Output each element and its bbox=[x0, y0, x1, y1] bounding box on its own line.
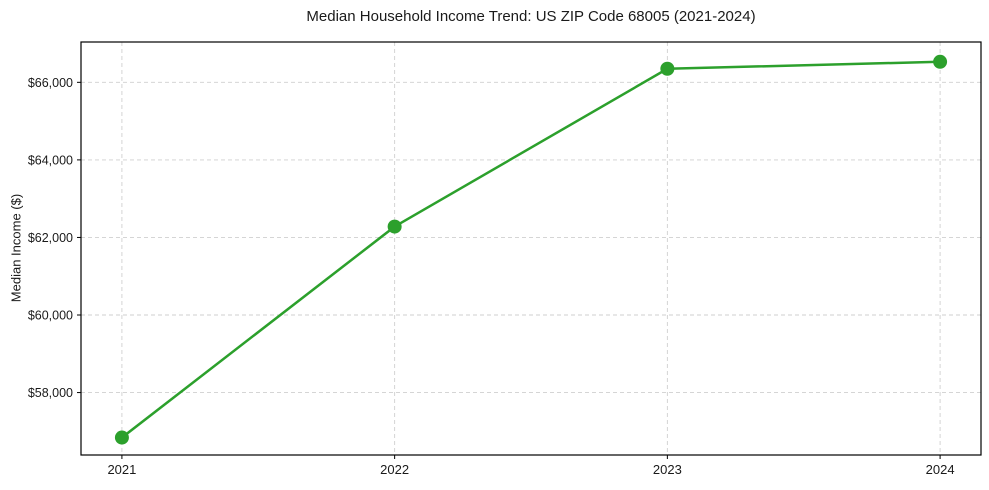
data-point-2022 bbox=[387, 219, 402, 234]
y-tick-label: $60,000 bbox=[28, 309, 73, 323]
x-tick-label: 2024 bbox=[926, 462, 955, 477]
trend-line bbox=[120, 60, 942, 439]
y-tick-label: $58,000 bbox=[28, 386, 73, 400]
x-tick-label: 2023 bbox=[653, 462, 682, 477]
plot-border bbox=[80, 41, 982, 456]
data-point-2021 bbox=[114, 430, 129, 445]
x-tick-label: 2022 bbox=[380, 462, 409, 477]
y-tick-label: $66,000 bbox=[28, 76, 73, 90]
data-point-2024 bbox=[933, 54, 948, 69]
chart-title: Median Household Income Trend: US ZIP Co… bbox=[306, 8, 756, 25]
y-tick-label: $64,000 bbox=[28, 153, 73, 167]
x-tick-label: 2021 bbox=[107, 462, 136, 477]
y-tick-label: $62,000 bbox=[28, 231, 73, 245]
data-point-2023 bbox=[660, 61, 675, 76]
